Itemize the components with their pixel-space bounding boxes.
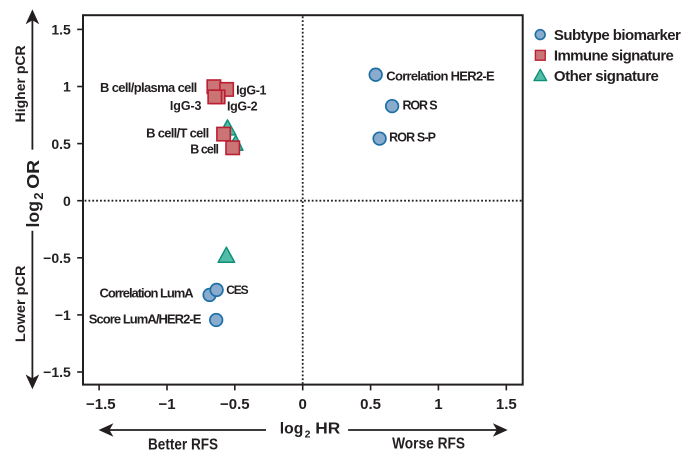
svg-text:Subtype biomarker: Subtype biomarker: [554, 27, 681, 44]
svg-text:Score LumA/HER2-E: Score LumA/HER2-E: [89, 312, 202, 327]
svg-text:2: 2: [32, 193, 46, 200]
svg-text:log: log: [23, 201, 43, 228]
svg-text:HR: HR: [315, 420, 340, 437]
svg-text:2: 2: [305, 428, 311, 440]
svg-text:1: 1: [63, 79, 71, 95]
svg-text:−1.5: −1.5: [86, 396, 116, 413]
svg-text:IgG-2: IgG-2: [227, 100, 258, 114]
svg-text:IgG-1: IgG-1: [236, 84, 266, 98]
svg-text:1.5: 1.5: [51, 22, 71, 38]
svg-text:Correlation LumA: Correlation LumA: [100, 286, 195, 301]
svg-text:−1: −1: [158, 396, 175, 413]
svg-text:−1: −1: [55, 307, 71, 323]
svg-text:Worse RFS: Worse RFS: [392, 435, 465, 452]
svg-text:B cell: B cell: [190, 143, 219, 157]
svg-text:Other signature: Other signature: [554, 68, 659, 85]
svg-text:0.5: 0.5: [360, 396, 381, 413]
svg-text:Better RFS: Better RFS: [148, 436, 218, 453]
svg-text:log: log: [280, 420, 304, 437]
svg-text:−1.5: −1.5: [43, 364, 71, 380]
svg-text:Higher pCR: Higher pCR: [12, 45, 28, 122]
svg-text:0: 0: [63, 193, 71, 209]
svg-text:−0.5: −0.5: [43, 250, 71, 266]
svg-text:0.5: 0.5: [51, 136, 71, 152]
svg-text:Immune signature: Immune signature: [554, 47, 674, 64]
svg-text:−0.5: −0.5: [220, 396, 250, 413]
svg-text:Lower pCR: Lower pCR: [12, 266, 28, 343]
svg-text:1.5: 1.5: [496, 396, 517, 413]
svg-text:B cell/T cell: B cell/T cell: [146, 126, 209, 141]
svg-text:OR: OR: [23, 160, 43, 189]
svg-text:0: 0: [299, 396, 307, 413]
svg-text:CES: CES: [226, 283, 249, 297]
svg-text:B cell/plasma cell: B cell/plasma cell: [100, 80, 197, 95]
svg-text:Correlation HER2-E: Correlation HER2-E: [386, 69, 495, 84]
svg-text:ROR S-P: ROR S-P: [389, 131, 436, 145]
svg-text:1: 1: [434, 396, 442, 413]
svg-text:ROR S: ROR S: [403, 99, 438, 113]
svg-text:IgG-3: IgG-3: [170, 99, 202, 113]
